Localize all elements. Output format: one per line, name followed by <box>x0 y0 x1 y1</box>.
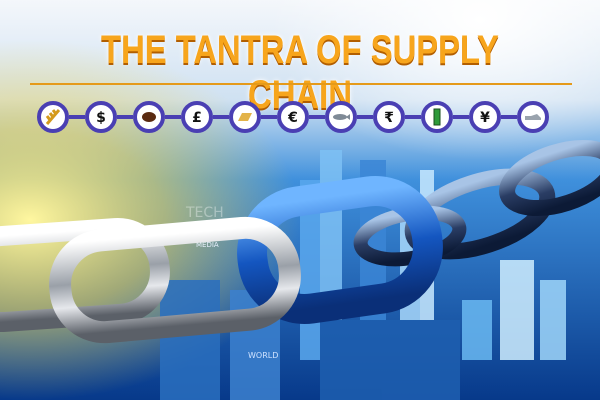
chrome-chain-links <box>0 216 301 344</box>
svg-text:₹: ₹ <box>384 110 394 126</box>
bg-word-world: WORLD <box>248 351 278 360</box>
pound-icon: £ <box>181 101 213 133</box>
commodity-chain-strip: $ £ € ₹ ¥ <box>36 100 566 134</box>
blue-chain-link <box>237 176 443 324</box>
shoe-icon <box>517 101 549 133</box>
wheat-icon <box>37 101 69 133</box>
euro-icon: € <box>277 101 309 133</box>
gold-bar-icon <box>229 101 261 133</box>
svg-text:€: € <box>287 110 298 126</box>
svg-text:£: £ <box>192 110 202 126</box>
dollar-icon: $ <box>85 101 117 133</box>
battery-icon <box>421 101 453 133</box>
bg-word-media: MEDIA <box>196 241 219 249</box>
strip-connectors: $ £ € ₹ ¥ <box>37 101 549 133</box>
svg-text:¥: ¥ <box>480 110 490 126</box>
fish-icon <box>325 101 357 133</box>
svg-text:$: $ <box>96 110 106 126</box>
rupee-icon: ₹ <box>373 101 405 133</box>
coffee-bean-icon <box>133 101 165 133</box>
bg-word-tech: TECH <box>185 205 224 221</box>
title-underline <box>30 83 572 85</box>
yen-icon: ¥ <box>469 101 501 133</box>
